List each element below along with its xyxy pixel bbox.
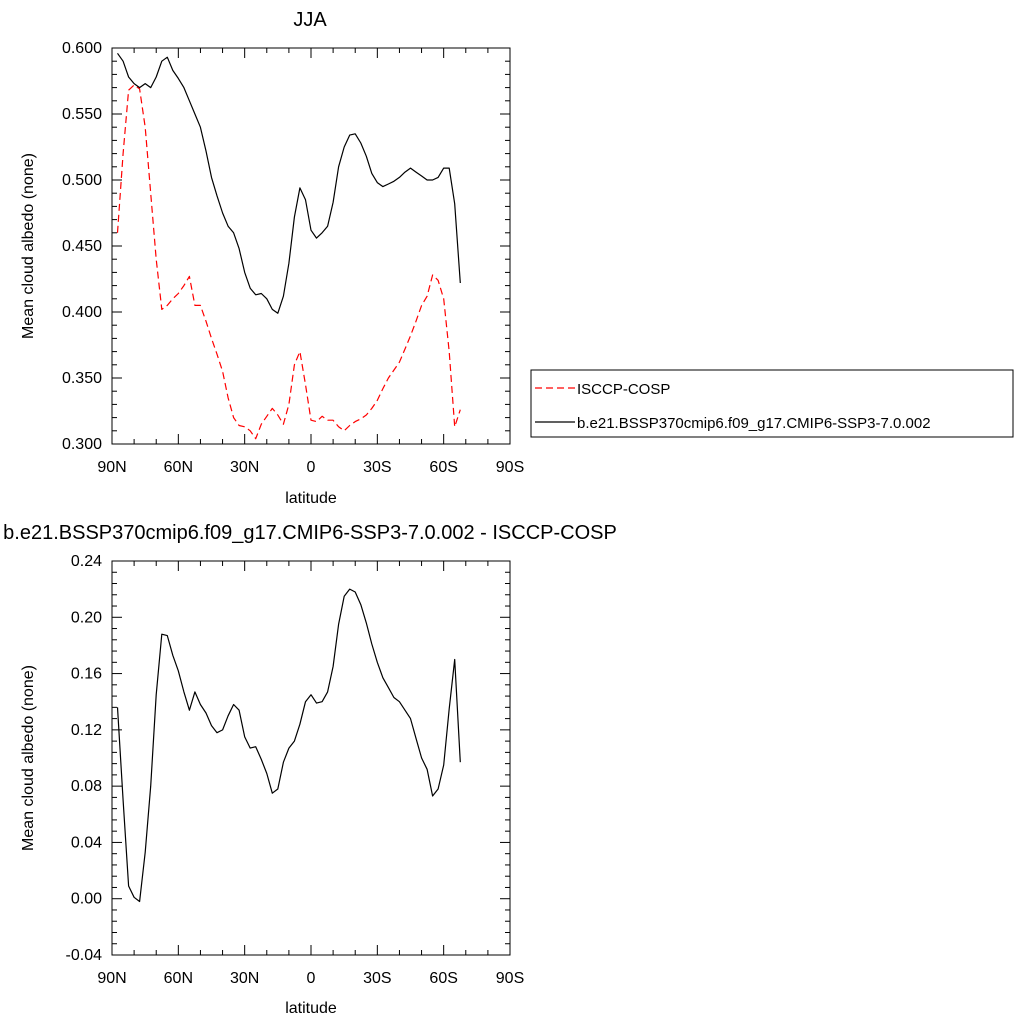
bottom-x-tick-label: 90S: [496, 970, 524, 987]
bottom-series-line-diff-0: [116, 588, 461, 903]
legend: ISCCP-COSP b.e21.BSSP370cmip6.f09_g17.CM…: [530, 369, 1014, 438]
top-x-tick-label: 60N: [164, 459, 193, 476]
bottom-y-tick-label: 0.08: [71, 778, 102, 795]
legend-label-model: b.e21.BSSP370cmip6.f09_g17.CMIP6-SSP3-7.…: [577, 415, 931, 432]
bottom-plot-ticks: 90N 60N 30N 0 30S 60S 90S -0.04 0.00 0.04 0.08 0.12…: [66, 553, 525, 987]
bottom-plot-x-axis-label: latitude: [285, 1000, 337, 1017]
bottom-y-tick-label: 0.24: [71, 553, 102, 570]
top-plot-ticks: 90N 60N 30N 0 30S 60S 90S 0.300 0.350 0.400 0.450 0…: [62, 40, 524, 476]
bottom-plot-title: b.e21.BSSP370cmip6.f09_g17.CMIP6-SSP3-7.…: [3, 522, 617, 544]
bottom-y-tick-label: 0.04: [71, 834, 102, 851]
bottom-x-tick-label: 90N: [97, 970, 126, 987]
top-y-tick-label: 0.400: [62, 304, 102, 321]
bottom-plot-y-axis-label: Mean cloud albedo (none): [20, 665, 37, 851]
top-y-tick-label: 0.300: [62, 436, 102, 453]
top-x-tick-label: 90N: [97, 459, 126, 476]
bottom-x-tick-label: 60N: [164, 970, 193, 987]
legend-label-isccp-cosp: ISCCP-COSP: [577, 381, 670, 398]
bottom-plot-frame: [111, 560, 511, 956]
top-x-tick-label: 0: [307, 459, 316, 476]
bottom-plot-series: [116, 588, 461, 903]
top-y-tick-label: 0.500: [62, 172, 102, 189]
top-plot: JJA 90N 60N 30N 0 30S 60S 90S 0.300 0.350 0.400 0.…: [20, 9, 524, 507]
top-plot-series: [116, 52, 461, 440]
top-x-tick-label: 30S: [363, 459, 391, 476]
bottom-y-tick-label: 0.16: [71, 666, 102, 683]
top-y-tick-label: 0.450: [62, 238, 102, 255]
top-y-tick-label: 0.350: [62, 370, 102, 387]
top-y-tick-label: 0.550: [62, 106, 102, 123]
top-plot-y-axis-label: Mean cloud albedo (none): [20, 153, 37, 339]
top-plot-frame: [111, 47, 511, 445]
top-x-tick-label: 60S: [429, 459, 457, 476]
bottom-y-tick-label: -0.04: [66, 947, 103, 964]
top-plot-x-axis-label: latitude: [285, 490, 337, 507]
legend-box: [530, 369, 1014, 438]
bottom-x-tick-label: 0: [307, 970, 316, 987]
bottom-y-tick-label: 0.00: [71, 891, 102, 908]
top-x-tick-label: 30N: [230, 459, 259, 476]
bottom-x-tick-label: 30S: [363, 970, 391, 987]
top-x-tick-label: 90S: [496, 459, 524, 476]
top-y-tick-label: 0.600: [62, 40, 102, 57]
bottom-y-tick-label: 0.20: [71, 609, 102, 626]
top-plot-title: JJA: [293, 9, 327, 31]
bottom-plot: b.e21.BSSP370cmip6.f09_g17.CMIP6-SSP3-7.…: [3, 522, 617, 1017]
top-series-line-isccp-cosp: [116, 84, 461, 440]
bottom-x-tick-label: 30N: [230, 970, 259, 987]
bottom-y-tick-label: 0.12: [71, 722, 102, 739]
bottom-x-tick-label: 60S: [429, 970, 457, 987]
top-series-line-b-e21-bssp370cmip6-f09-g17-cmip6-ssp3-7-0-002: [117, 52, 461, 314]
